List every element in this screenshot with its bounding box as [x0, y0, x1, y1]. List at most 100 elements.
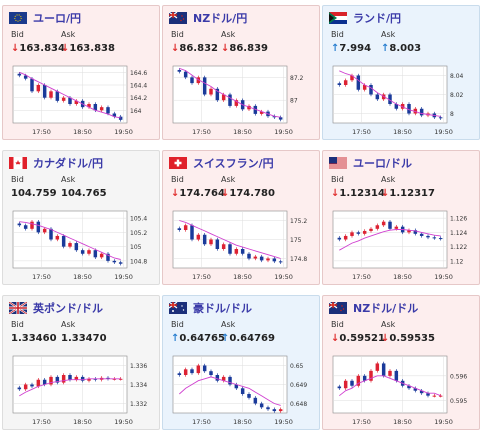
bid-price: 174.764	[179, 188, 225, 199]
ask-value: ↑8.003	[381, 43, 421, 54]
rate-card[interactable]: ランド/円 Bid Ask ↑7.994 ↑8.003 8.04 8.02 8 17:50 18:…	[322, 5, 480, 140]
candle	[190, 77, 194, 84]
candle	[183, 225, 188, 230]
candle	[49, 91, 53, 98]
bid-label: Bid	[11, 30, 24, 39]
candle	[80, 376, 85, 381]
y-tick-label: 0.65	[290, 363, 304, 370]
y-tick-label: 0.648	[290, 401, 307, 408]
moving-average-line	[339, 375, 441, 397]
currency-pair-link[interactable]: ランド/円	[353, 12, 402, 25]
currency-pair-link[interactable]: カナダドル/円	[33, 157, 104, 170]
candle	[36, 221, 41, 233]
currency-pair-link[interactable]: ユーロ/ドル	[353, 157, 413, 170]
bid-value: ↓163.834	[11, 43, 65, 54]
moving-average-line	[339, 70, 441, 117]
x-tick-label: 17:50	[352, 128, 371, 136]
candle	[68, 97, 72, 104]
candle	[209, 88, 213, 95]
ask-label: Ask	[381, 175, 396, 184]
x-tick-label: 17:50	[32, 128, 51, 136]
candle	[68, 375, 72, 380]
candle	[381, 221, 386, 226]
x-tick-label: 19:50	[274, 273, 293, 281]
candle	[106, 253, 110, 261]
rate-card[interactable]: スイスフラン/円 Bid Ask ↓174.764 ↓174.780 175.2 175 17…	[162, 150, 320, 285]
rate-card[interactable]: NZドル/ドル Bid Ask ↓0.59521 ↓0.59535 0.596 0.595 1…	[322, 295, 480, 430]
bid-trend-arrow: ↓	[331, 188, 340, 199]
ca-flag-icon	[9, 157, 27, 169]
currency-pair-link[interactable]: ユーロ/円	[33, 12, 82, 25]
x-tick-label: 17:50	[32, 418, 51, 426]
bid-label: Bid	[331, 30, 344, 39]
currency-pair-link[interactable]: 英ポンド/ドル	[33, 302, 104, 315]
candle	[337, 237, 342, 240]
ask-trend-arrow: ↓	[221, 43, 230, 54]
candle	[362, 85, 367, 90]
candle	[253, 105, 258, 114]
candle	[259, 256, 264, 261]
currency-pair-link[interactable]: 豪ドル/ドル	[193, 302, 253, 315]
candle	[87, 104, 91, 108]
candle	[215, 375, 220, 381]
ask-trend-arrow: ↓	[381, 188, 390, 199]
candle	[55, 235, 60, 240]
y-tick-label: 105.2	[130, 230, 147, 237]
candle	[221, 376, 226, 381]
ask-label: Ask	[221, 175, 236, 184]
y-tick-label: 1.336	[130, 363, 147, 370]
nz-flag-icon	[329, 302, 347, 314]
x-tick-label: 18:50	[393, 273, 412, 281]
candle	[61, 235, 66, 247]
candle	[112, 113, 117, 117]
currency-pair-link[interactable]: NZドル/ドル	[353, 302, 419, 315]
ask-price: 163.838	[69, 43, 115, 54]
bid-price: 7.994	[339, 43, 372, 54]
moving-average-line	[339, 229, 441, 251]
card-header: ユーロ/円	[9, 10, 81, 26]
moving-average-line	[19, 378, 121, 397]
y-tick-label: 87	[290, 98, 298, 105]
candle	[112, 378, 117, 380]
bid-value: ↑7.994	[331, 43, 371, 54]
x-tick-label: 18:50	[233, 273, 252, 281]
candle	[234, 384, 239, 389]
rate-card[interactable]: カナダドル/円 Bid Ask 104.759 104.765 105.4 105.2 105…	[2, 150, 160, 285]
x-tick-label: 19:50	[434, 273, 453, 281]
y-tick-label: 104.8	[130, 258, 147, 265]
currency-pair-link[interactable]: スイスフラン/円	[193, 157, 274, 170]
candle	[177, 228, 182, 230]
candle	[118, 116, 123, 120]
candle	[36, 379, 41, 387]
rate-card[interactable]: ユーロ/ドル Bid Ask ↓1.12314 ↓1.12317 1.126 1.124 1.…	[322, 150, 480, 285]
candle	[240, 249, 245, 254]
currency-pair-link[interactable]: NZドル/円	[193, 12, 248, 25]
bid-price: 104.759	[11, 188, 57, 199]
card-header: 豪ドル/ドル	[169, 300, 252, 316]
x-tick-label: 18:50	[73, 273, 92, 281]
candle	[87, 250, 91, 254]
rate-card[interactable]: NZドル/円 Bid Ask ↓86.832 ↓86.839 87.2 87 17:50 18:…	[162, 5, 320, 140]
y-tick-label: 1.122	[450, 244, 467, 251]
rate-card[interactable]: 豪ドル/ドル Bid Ask ↑0.64765 ↑0.64769 0.65 0.649 0.6…	[162, 295, 320, 430]
x-tick-label: 19:50	[114, 128, 133, 136]
candle	[350, 380, 354, 386]
rate-card[interactable]: ユーロ/円 Bid Ask ↓163.834 ↓163.838 164.6 164.4 164…	[2, 5, 160, 140]
price-chart: 87.2 87 17:50 18:50 19:50	[172, 65, 304, 136]
ask-price: 104.765	[61, 188, 107, 199]
candle	[337, 386, 342, 389]
candle	[61, 375, 66, 383]
nz-flag-icon	[169, 12, 187, 24]
candle	[93, 104, 98, 111]
candle	[221, 244, 226, 249]
candle	[413, 388, 418, 391]
bid-value: ↑0.64765	[171, 333, 225, 344]
candle	[215, 88, 220, 101]
candle	[247, 105, 251, 110]
candle	[209, 371, 213, 375]
price-chart: 1.336 1.334 1.332 17:50 18:50 19:50	[12, 355, 147, 426]
y-tick-label: 105	[130, 244, 142, 251]
bid-value: ↓174.764	[171, 188, 225, 199]
candle	[278, 117, 283, 120]
candle	[369, 85, 373, 95]
